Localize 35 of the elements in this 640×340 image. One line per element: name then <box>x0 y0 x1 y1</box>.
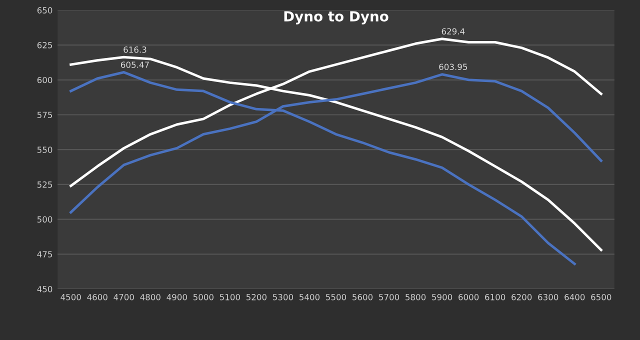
x-tick-label: 5500 <box>326 294 346 300</box>
y-tick-label: 625 <box>37 42 52 48</box>
y-tick-label: 450 <box>37 286 52 292</box>
annotation: 629.4 <box>442 28 465 35</box>
y-tick-label: 600 <box>37 76 52 84</box>
x-tick-label: 5300 <box>273 294 294 300</box>
y-tick-label: 525 <box>37 181 52 188</box>
x-tick-label: 6300 <box>538 294 558 300</box>
x-tick-label: 6000 <box>458 294 479 300</box>
x-tick-label: 5900 <box>432 294 452 300</box>
x-tick-label: 6400 <box>564 294 585 300</box>
x-tick-label: 4800 <box>140 294 160 300</box>
chart-title: Dyno to Dyno <box>284 11 388 24</box>
x-tick-label: 5600 <box>352 294 373 300</box>
y-tick-label: 475 <box>37 251 52 258</box>
x-tick-label: 6200 <box>512 294 532 300</box>
annotation: 616.3 <box>124 46 146 53</box>
x-tick-label: 5200 <box>246 294 267 300</box>
x-tick-label: 4500 <box>60 294 81 300</box>
x-tick-label: 5000 <box>193 294 214 300</box>
x-tick-label: 5800 <box>406 294 426 300</box>
y-tick-label: 650 <box>37 7 52 14</box>
annotation: 603.95 <box>439 64 468 70</box>
y-tick-label: 575 <box>37 112 52 118</box>
y-tick-label: 500 <box>37 216 52 223</box>
x-tick-label: 6500 <box>591 294 612 300</box>
x-tick-label: 4900 <box>166 294 187 300</box>
x-tick-label: 5700 <box>379 294 400 300</box>
x-tick-label: 6100 <box>485 294 506 300</box>
x-tick-label: 5400 <box>300 294 320 300</box>
x-tick-label: 5100 <box>220 294 240 300</box>
annotation: 605.47 <box>121 62 149 68</box>
y-tick-label: 550 <box>37 146 52 153</box>
x-tick-label: 4700 <box>114 294 134 300</box>
x-tick-label: 4600 <box>87 294 108 300</box>
